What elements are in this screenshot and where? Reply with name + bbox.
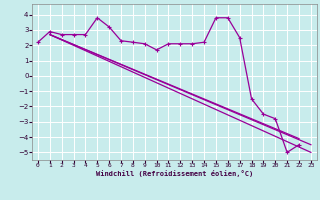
X-axis label: Windchill (Refroidissement éolien,°C): Windchill (Refroidissement éolien,°C)	[96, 170, 253, 177]
